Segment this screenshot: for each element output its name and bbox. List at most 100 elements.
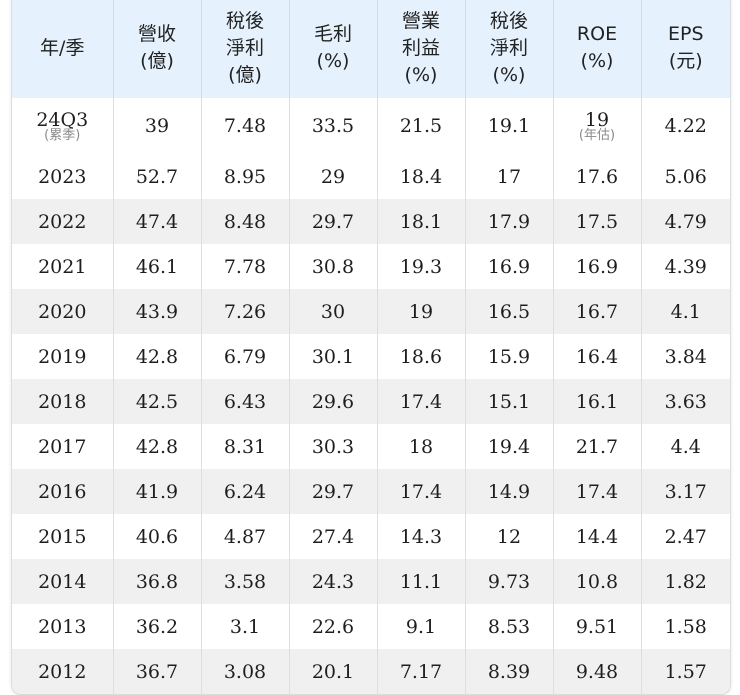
cell-net-margin: 12: [464, 514, 553, 559]
cell-period: 2013: [12, 604, 113, 649]
cell-eps: 1.82: [640, 559, 730, 604]
cell-net-income: 6.43: [200, 379, 289, 424]
cell-net-margin: 15.9: [464, 334, 553, 379]
cell-eps: 4.39: [640, 244, 730, 289]
cell-roe: 16.4: [552, 334, 641, 379]
cell-revenue: 47.4: [112, 199, 201, 244]
cell-operating-margin: 18: [376, 424, 465, 469]
cell-eps: 3.63: [640, 379, 730, 424]
cell-period: 2015: [12, 514, 113, 559]
table-row: 2017 42.8 8.31 30.3 18 19.4 21.7 4.4: [12, 424, 730, 469]
cell-gross-margin: 30: [288, 289, 377, 334]
cell-period: 2014: [12, 559, 113, 604]
cell-eps: 3.17: [640, 469, 730, 514]
cell-operating-margin: 18.6: [376, 334, 465, 379]
cell-period: 2012: [12, 649, 113, 694]
cell-eps: 1.57: [640, 649, 730, 694]
cell-net-margin: 9.73: [464, 559, 553, 604]
header-period: 年/季: [12, 0, 113, 98]
cell-revenue: 42.8: [112, 334, 201, 379]
table-row: 2013 36.2 3.1 22.6 9.1 8.53 9.51 1.58: [12, 604, 730, 649]
cell-roe: 17.4: [552, 469, 641, 514]
cell-gross-margin: 24.3: [288, 559, 377, 604]
cell-operating-margin: 11.1: [376, 559, 465, 604]
cell-revenue: 36.8: [112, 559, 201, 604]
cell-roe: 10.8: [552, 559, 641, 604]
table-row: 2018 42.5 6.43 29.6 17.4 15.1 16.1 3.63: [12, 379, 730, 424]
cell-revenue: 43.9: [112, 289, 201, 334]
table-row: 2012 36.7 3.08 20.1 7.17 8.39 9.48 1.57: [12, 649, 730, 694]
cell-period: 2017: [12, 424, 113, 469]
cell-roe: 16.9: [552, 244, 641, 289]
cell-roe: 19 (年估): [552, 98, 641, 154]
header-operating-margin: 營業 利益 (%): [376, 0, 465, 98]
header-net-margin: 稅後 淨利 (%): [464, 0, 553, 98]
table-row: 2022 47.4 8.48 29.7 18.1 17.9 17.5 4.79: [12, 199, 730, 244]
cell-net-income: 8.95: [200, 154, 289, 199]
table-row: 2023 52.7 8.95 29 18.4 17 17.6 5.06: [12, 154, 730, 199]
cell-net-income: 3.1: [200, 604, 289, 649]
cell-period: 2022: [12, 199, 113, 244]
header-row: 年/季 營收 (億) 稅後 淨利 (億) 毛利 (%) 營業 利益: [12, 0, 730, 98]
table-row: 2015 40.6 4.87 27.4 14.3 12 14.4 2.47: [12, 514, 730, 559]
cell-operating-margin: 19: [376, 289, 465, 334]
cell-net-margin: 19.1: [464, 98, 553, 154]
cell-net-income: 3.08: [200, 649, 289, 694]
cell-roe: 14.4: [552, 514, 641, 559]
table-row: 2021 46.1 7.78 30.8 19.3 16.9 16.9 4.39: [12, 244, 730, 289]
cell-operating-margin: 9.1: [376, 604, 465, 649]
cell-period: 2023: [12, 154, 113, 199]
cell-net-income: 3.58: [200, 559, 289, 604]
cell-period: 24Q3 (累季): [12, 98, 113, 154]
cell-gross-margin: 22.6: [288, 604, 377, 649]
cell-eps: 5.06: [640, 154, 730, 199]
cell-period: 2019: [12, 334, 113, 379]
cell-operating-margin: 18.1: [376, 199, 465, 244]
cell-gross-margin: 29.7: [288, 469, 377, 514]
cell-gross-margin: 30.1: [288, 334, 377, 379]
table-row: 2016 41.9 6.24 29.7 17.4 14.9 17.4 3.17: [12, 469, 730, 514]
cell-roe: 17.6: [552, 154, 641, 199]
cell-eps: 4.79: [640, 199, 730, 244]
cell-net-margin: 15.1: [464, 379, 553, 424]
header-gross-margin: 毛利 (%): [288, 0, 377, 98]
cell-period: 2021: [12, 244, 113, 289]
cell-eps: 4.1: [640, 289, 730, 334]
financial-table: 年/季 營收 (億) 稅後 淨利 (億) 毛利 (%) 營業 利益: [12, 0, 730, 694]
cell-roe: 21.7: [552, 424, 641, 469]
cell-eps: 2.47: [640, 514, 730, 559]
cell-period: 2018: [12, 379, 113, 424]
cumulative-note: (累季): [44, 128, 81, 143]
header-roe: ROE (%): [552, 0, 641, 98]
cell-net-margin: 8.39: [464, 649, 553, 694]
cell-operating-margin: 18.4: [376, 154, 465, 199]
cell-revenue: 39: [112, 98, 201, 154]
cell-period: 2016: [12, 469, 113, 514]
header-eps: EPS (元): [640, 0, 730, 98]
cell-net-income: 7.48: [200, 98, 289, 154]
cell-operating-margin: 19.3: [376, 244, 465, 289]
table-row: 2020 43.9 7.26 30 19 16.5 16.7 4.1: [12, 289, 730, 334]
cell-revenue: 36.2: [112, 604, 201, 649]
cell-roe: 16.7: [552, 289, 641, 334]
cell-roe: 9.51: [552, 604, 641, 649]
cell-eps: 3.84: [640, 334, 730, 379]
cell-roe: 16.1: [552, 379, 641, 424]
cell-net-margin: 17: [464, 154, 553, 199]
cell-net-margin: 14.9: [464, 469, 553, 514]
annualized-estimate-note: (年估): [578, 128, 616, 143]
table-row: 2019 42.8 6.79 30.1 18.6 15.9 16.4 3.84: [12, 334, 730, 379]
header-net-income: 稅後 淨利 (億): [200, 0, 289, 98]
cell-net-income: 6.79: [200, 334, 289, 379]
cell-net-income: 7.78: [200, 244, 289, 289]
cell-net-margin: 17.9: [464, 199, 553, 244]
cell-revenue: 36.7: [112, 649, 201, 694]
financial-table-container: 年/季 營收 (億) 稅後 淨利 (億) 毛利 (%) 營業 利益: [11, 0, 731, 695]
cell-gross-margin: 29: [288, 154, 377, 199]
cell-gross-margin: 20.1: [288, 649, 377, 694]
cell-revenue: 42.8: [112, 424, 201, 469]
cell-gross-margin: 29.6: [288, 379, 377, 424]
cell-net-income: 6.24: [200, 469, 289, 514]
cell-revenue: 42.5: [112, 379, 201, 424]
cell-roe: 9.48: [552, 649, 641, 694]
